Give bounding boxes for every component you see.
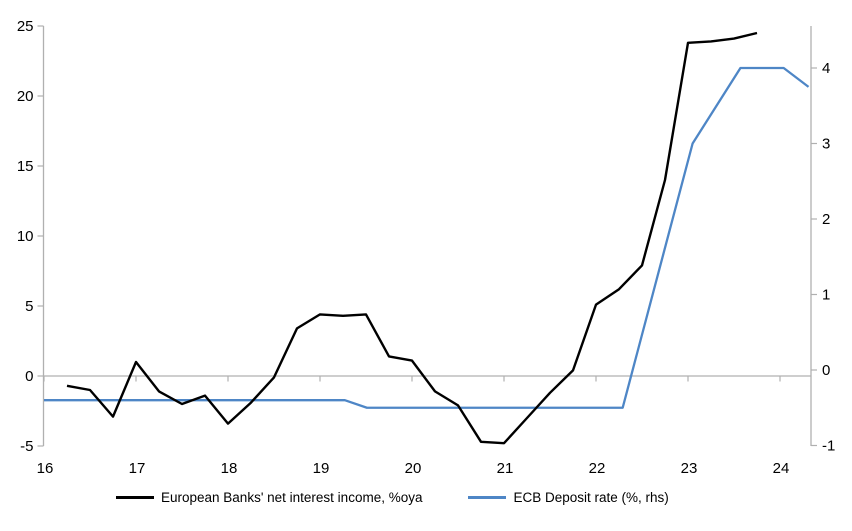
x-axis-tick-label: 23 (681, 460, 698, 477)
legend-label-ecb-deposit-rate: ECB Deposit rate (%, rhs) (513, 490, 669, 505)
left-axis-tick-label: -5 (20, 438, 33, 455)
legend-label-net-interest-income: European Banks' net interest income, %oy… (161, 490, 423, 505)
ecb-line-swatch-icon (468, 496, 507, 499)
left-axis-tick-label: 5 (25, 298, 33, 315)
left-axis-tick-label: 0 (25, 368, 33, 385)
right-axis-tick-label: 0 (822, 362, 830, 379)
x-axis-tick-label: 18 (221, 460, 238, 477)
net-interest-income-line (66, 31, 758, 445)
legend-item-net-interest-income: European Banks' net interest income, %oy… (116, 490, 422, 505)
left-axis-tick-label: 15 (17, 158, 34, 175)
x-axis-tick-label: 24 (773, 460, 790, 477)
x-axis-tick-label: 22 (589, 460, 606, 477)
left-axis-tick-label: 25 (17, 18, 34, 35)
right-axis-tick-label: 4 (822, 60, 830, 77)
x-axis-tick-label: 19 (313, 460, 330, 477)
right-axis-tick-label: 3 (822, 136, 830, 153)
chart-legend: European Banks' net interest income, %oy… (116, 490, 669, 505)
legend-item-ecb-deposit-rate: ECB Deposit rate (%, rhs) (468, 490, 669, 505)
right-axis-tick-label: 2 (822, 211, 830, 228)
left-axis-tick-label: 20 (17, 88, 34, 105)
x-axis-tick-label: 17 (129, 460, 146, 477)
right-axis-tick-label: -1 (822, 438, 835, 455)
left-axis-tick-label: 10 (17, 228, 34, 245)
x-axis-tick-label: 16 (37, 460, 54, 477)
nii-line-swatch-icon (116, 496, 154, 499)
x-axis-tick-label: 20 (405, 460, 422, 477)
right-axis-tick-label: 1 (822, 287, 830, 304)
ecb-deposit-rate-line (44, 66, 810, 409)
x-axis-tick-label: 21 (497, 460, 514, 477)
